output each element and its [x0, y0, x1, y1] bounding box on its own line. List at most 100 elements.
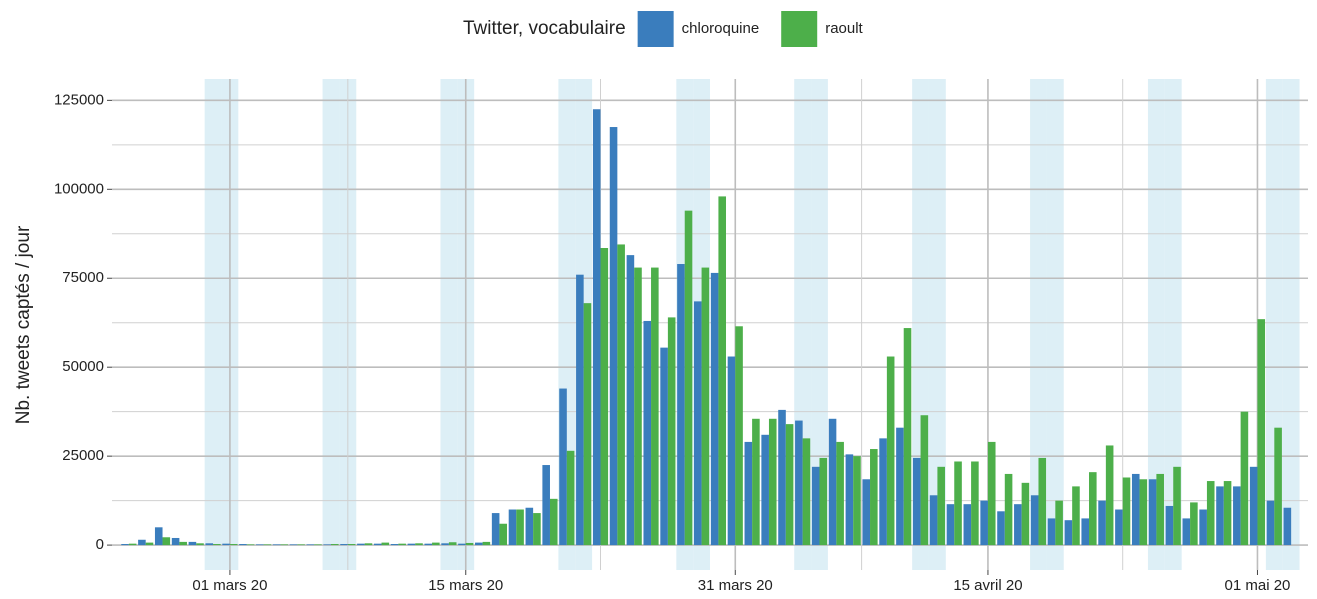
bar: [566, 450, 575, 546]
bar: [744, 441, 753, 546]
bar: [256, 544, 264, 546]
bar: [752, 418, 760, 546]
bar: [1047, 518, 1056, 546]
bar: [1173, 466, 1181, 546]
bars-layer: [121, 109, 1292, 546]
bar: [1115, 509, 1123, 546]
bar: [997, 511, 1005, 546]
bar: [407, 543, 416, 546]
bar: [1199, 509, 1207, 546]
bar: [701, 267, 710, 546]
bar: [987, 441, 996, 546]
bar: [1081, 518, 1090, 546]
bar: [718, 196, 727, 546]
bar: [448, 542, 457, 546]
y-tick-label: 0: [96, 536, 104, 553]
bar: [516, 509, 524, 546]
bar: [802, 438, 811, 546]
bar: [677, 264, 685, 546]
bar: [1165, 505, 1174, 546]
bar: [559, 388, 567, 546]
bar: [912, 457, 921, 546]
bar: [289, 544, 298, 546]
bar: [929, 495, 938, 546]
bar: [213, 544, 221, 546]
bar: [128, 543, 137, 546]
bar: [735, 326, 743, 546]
bar: [205, 543, 214, 546]
x-tick-label: 15 avril 20: [953, 577, 1022, 594]
legend: Twitter, vocabulaire chloroquine raoult: [463, 11, 864, 47]
bar: [609, 127, 618, 546]
bar: [145, 542, 154, 546]
bar: [196, 543, 204, 546]
bar: [1240, 411, 1249, 546]
bar: [862, 479, 871, 546]
y-tick-label: 125000: [54, 91, 104, 108]
y-tick-label: 25000: [62, 447, 104, 464]
bar: [592, 109, 601, 546]
bar: [222, 543, 230, 546]
bar: [162, 537, 171, 546]
x-tick-label: 31 mars 20: [698, 577, 773, 594]
bar: [667, 317, 676, 546]
legend-label: chloroquine: [682, 20, 760, 37]
bar: [323, 544, 331, 546]
bar: [549, 498, 558, 546]
y-axis-label: Nb. tweets captés / jour: [13, 225, 34, 424]
bar: [583, 303, 592, 546]
bar: [1030, 495, 1039, 546]
bar: [903, 328, 912, 546]
bar: [1072, 486, 1080, 546]
weekend-band: [322, 79, 340, 570]
bar: [1206, 481, 1215, 546]
bar: [1266, 500, 1275, 546]
bar: [424, 543, 433, 546]
bar: [1190, 502, 1198, 546]
bar: [1274, 427, 1282, 546]
bar: [896, 427, 904, 546]
y-tick-label: 50000: [62, 358, 104, 375]
bar: [795, 420, 803, 546]
bar: [1064, 520, 1073, 546]
bar: [542, 465, 550, 546]
bar: [415, 543, 423, 546]
bar: [710, 272, 719, 546]
bar: [660, 347, 668, 546]
labels-layer: 0 25000 50000 75000 100000 125000 01 mars 20 15…: [54, 91, 1290, 594]
weekend-band: [1164, 79, 1182, 570]
bar: [179, 541, 187, 546]
bar: [390, 544, 399, 546]
bar: [879, 438, 887, 546]
bar: [340, 544, 348, 546]
bar: [1148, 479, 1157, 546]
bar: [188, 541, 197, 546]
bar: [465, 542, 474, 546]
bar: [1139, 479, 1148, 546]
legend-title: Twitter, vocabulaire: [463, 18, 626, 39]
bar: [778, 409, 786, 546]
x-tick-label: 15 mars 20: [428, 577, 503, 594]
bar: [491, 513, 500, 546]
bar: [1156, 473, 1164, 546]
bar: [154, 527, 163, 546]
bar: [357, 543, 365, 546]
bar: [1038, 457, 1047, 546]
weekend-band: [1046, 79, 1064, 570]
bar: [600, 248, 609, 546]
bar: [381, 542, 390, 546]
bar: [239, 544, 247, 546]
bar: [963, 504, 972, 546]
bar: [946, 504, 955, 546]
bar: [634, 267, 642, 546]
bar: [870, 449, 878, 546]
bar: [1249, 466, 1258, 546]
bar: [121, 544, 129, 546]
bar: [1014, 504, 1022, 546]
bar: [263, 544, 272, 546]
bar: [1283, 507, 1292, 546]
bar: [845, 454, 854, 546]
bar: [1021, 482, 1030, 546]
bar: [761, 434, 769, 546]
bar: [272, 544, 281, 546]
